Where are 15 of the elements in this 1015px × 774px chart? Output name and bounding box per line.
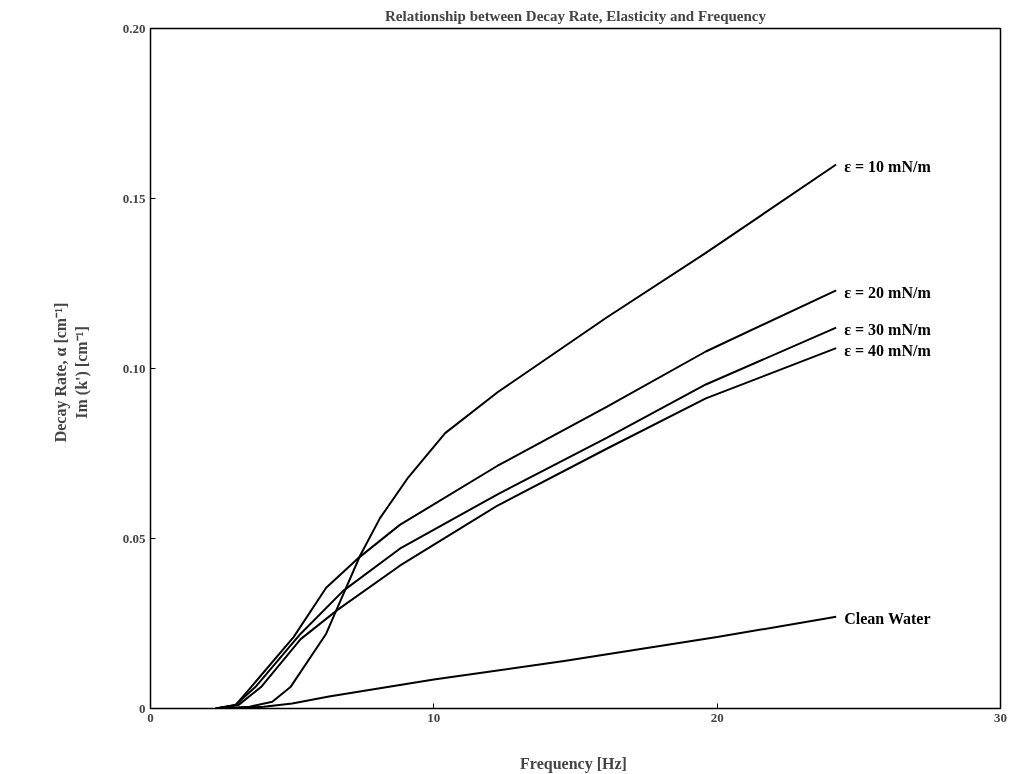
chart-title: Relationship between Decay Rate, Elasticity and Frequency — [385, 7, 767, 24]
y-tick-label: 0.15 — [122, 190, 146, 206]
y-axis-title: Decay Rate, α [cm⁻¹] Im (k') [cm⁻¹] — [52, 302, 91, 443]
x-tick-label: 10 — [427, 709, 441, 725]
series-label: ε = 10 mN/m — [844, 158, 932, 175]
series-label: ε = 30 mN/m — [844, 321, 932, 339]
x-tick-label: 20 — [710, 709, 724, 725]
y-tick-label: 0.05 — [122, 530, 146, 546]
x-tick-label: 30 — [994, 709, 1007, 725]
series-label: ε = 20 mN/m — [844, 283, 932, 301]
x-axis-title: Frequency [Hz] — [520, 754, 627, 773]
series-label: Clean Water — [844, 610, 931, 628]
y-tick-label: 0.10 — [122, 360, 146, 376]
y-tick-label: 0.20 — [122, 20, 146, 36]
series-label: ε = 40 mN/m — [844, 341, 932, 359]
